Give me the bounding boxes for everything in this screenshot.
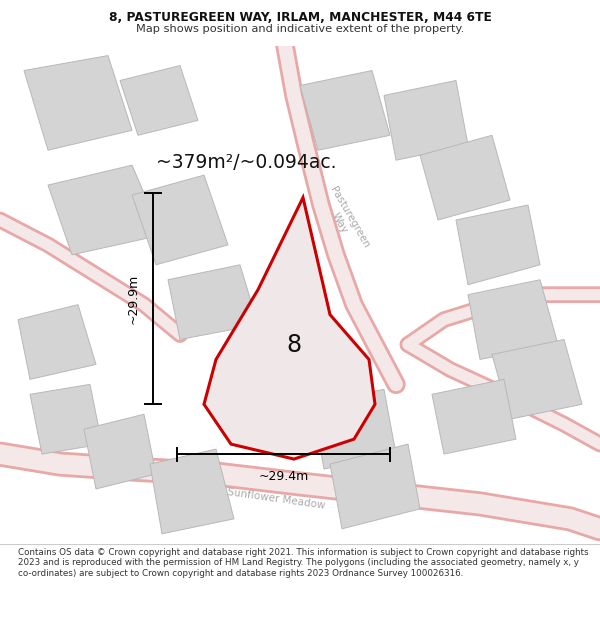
Polygon shape bbox=[132, 175, 228, 265]
Text: ~379m²/~0.094ac.: ~379m²/~0.094ac. bbox=[156, 153, 337, 172]
Polygon shape bbox=[468, 280, 558, 359]
Text: ~29.4m: ~29.4m bbox=[259, 470, 308, 483]
Polygon shape bbox=[24, 56, 132, 150]
Polygon shape bbox=[420, 135, 510, 220]
Polygon shape bbox=[456, 205, 540, 285]
Polygon shape bbox=[84, 414, 156, 489]
Text: 8, PASTUREGREEN WAY, IRLAM, MANCHESTER, M44 6TE: 8, PASTUREGREEN WAY, IRLAM, MANCHESTER, … bbox=[109, 11, 491, 24]
Text: Contains OS data © Crown copyright and database right 2021. This information is : Contains OS data © Crown copyright and d… bbox=[18, 548, 589, 578]
Polygon shape bbox=[330, 444, 420, 529]
Polygon shape bbox=[30, 384, 102, 454]
Polygon shape bbox=[18, 304, 96, 379]
Polygon shape bbox=[120, 66, 198, 135]
Polygon shape bbox=[150, 449, 234, 534]
Polygon shape bbox=[384, 81, 468, 160]
Polygon shape bbox=[492, 339, 582, 419]
Text: 8: 8 bbox=[286, 332, 302, 356]
Text: Pasturegreen
Way: Pasturegreen Way bbox=[319, 185, 371, 255]
Text: Map shows position and indicative extent of the property.: Map shows position and indicative extent… bbox=[136, 24, 464, 34]
Text: ~29.9m: ~29.9m bbox=[127, 273, 140, 324]
Polygon shape bbox=[300, 71, 390, 150]
Polygon shape bbox=[204, 198, 375, 459]
Polygon shape bbox=[48, 165, 162, 255]
Text: Sunflower Meadow: Sunflower Meadow bbox=[226, 487, 326, 511]
Polygon shape bbox=[432, 379, 516, 454]
Polygon shape bbox=[312, 389, 396, 469]
Polygon shape bbox=[168, 265, 258, 339]
